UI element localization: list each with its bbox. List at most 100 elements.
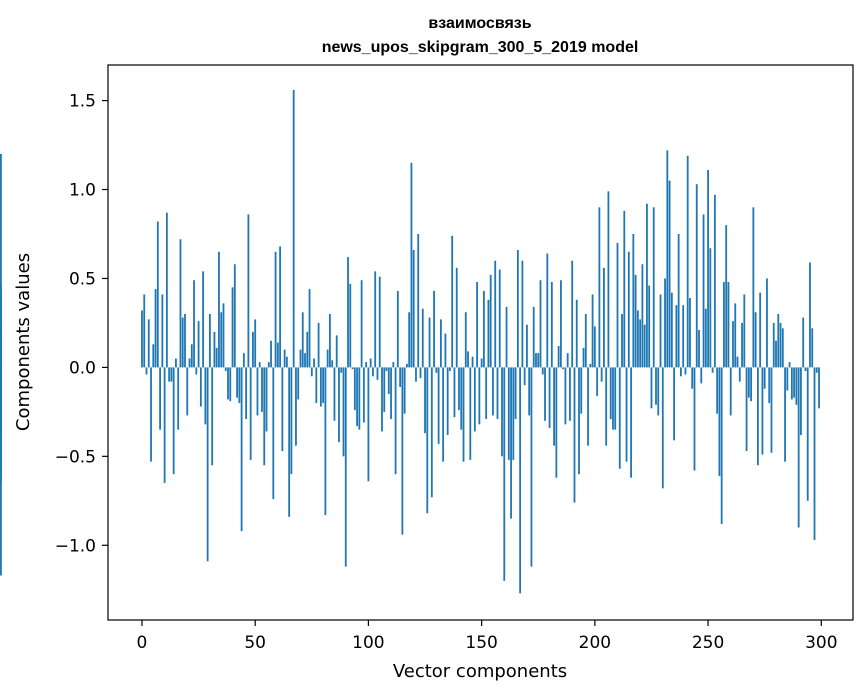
bar-14 [172, 367, 175, 475]
bar-58 [272, 367, 275, 500]
bar-292 [802, 317, 805, 368]
bar-227 [655, 367, 657, 405]
bar-258 [725, 225, 728, 368]
bar-291 [800, 367, 802, 435]
bar-267 [745, 367, 748, 452]
bar-164 [512, 367, 515, 460]
bar-225 [650, 367, 653, 409]
x-tick-label: 250 [692, 633, 724, 653]
bar-95 [356, 367, 358, 427]
bar-259 [727, 282, 730, 368]
bar-156 [494, 260, 497, 368]
bar-236 [675, 305, 678, 368]
bar-84 [331, 360, 334, 368]
bar-232 [666, 150, 669, 368]
bar-290 [797, 367, 800, 528]
bar-89 [342, 367, 345, 457]
bar-53 [261, 367, 263, 412]
bar-286 [788, 362, 791, 368]
bar-83 [329, 314, 331, 368]
bar-70 [299, 349, 302, 368]
bar-297 [813, 367, 816, 540]
bar-231 [664, 278, 666, 368]
bar-146 [471, 356, 474, 368]
bar-66 [290, 367, 293, 475]
bar-92 [349, 283, 352, 368]
bar-268 [747, 367, 750, 398]
y-tick-label: 0.0 [69, 358, 96, 378]
bar-278 [770, 367, 773, 453]
bar-38 [227, 367, 229, 400]
bar-190 [571, 260, 574, 368]
bar-36 [222, 303, 225, 368]
bar-111 [392, 362, 395, 368]
bar-47 [247, 214, 250, 368]
bar-11 [165, 212, 168, 368]
bar-90 [344, 367, 347, 567]
chart-subtitle: news_upos_skipgram_300_5_2019 model [322, 39, 639, 56]
bar-108 [385, 367, 388, 371]
bar-226 [652, 207, 655, 368]
bar-130 [435, 367, 438, 373]
bar-undefined [0, 367, 2, 576]
bar-18 [181, 317, 184, 368]
bar-181 [550, 282, 553, 368]
bar-49 [252, 331, 254, 368]
bar-105 [378, 276, 381, 368]
bar-120 [412, 250, 415, 368]
bar-79 [319, 367, 322, 407]
bar-287 [790, 367, 793, 400]
bar-59 [274, 251, 277, 368]
bar-172 [530, 367, 533, 567]
bar-48 [249, 367, 252, 460]
bar-112 [394, 367, 397, 475]
bar-189 [569, 367, 571, 421]
bar-22 [190, 344, 193, 368]
bar-215 [627, 251, 630, 368]
bar-40 [231, 287, 234, 368]
bar-undefined [0, 153, 2, 368]
bar-63 [283, 349, 286, 368]
bar-115 [401, 367, 404, 535]
bar-169 [523, 367, 526, 386]
bar-114 [399, 367, 402, 387]
bar-117 [406, 363, 408, 368]
bar-187 [564, 367, 567, 425]
bar-241 [686, 155, 689, 368]
bar-118 [408, 312, 411, 368]
bar-184 [557, 346, 560, 368]
bar-186 [562, 367, 565, 370]
bar-173 [532, 306, 535, 368]
bar-0 [141, 310, 143, 368]
bar-82 [326, 349, 329, 368]
bar-159 [501, 367, 503, 457]
bar-57 [270, 340, 272, 368]
y-tick-label: −0.5 [55, 447, 96, 467]
bar-100 [367, 367, 370, 482]
bar-56 [267, 362, 270, 368]
bar-251 [709, 248, 712, 368]
bar-166 [516, 250, 519, 368]
bar-228 [657, 367, 660, 416]
bar-97 [360, 280, 363, 368]
bar-80 [322, 367, 325, 403]
bar-2 [145, 367, 148, 375]
bar-200 [593, 326, 596, 368]
bar-94 [353, 367, 356, 411]
bar-135 [446, 367, 449, 435]
bar-41 [233, 264, 236, 368]
bar-141 [460, 367, 463, 430]
bar-96 [358, 367, 361, 430]
bar-211 [618, 367, 621, 469]
bar-195 [582, 347, 585, 368]
bar-25 [197, 321, 200, 368]
bar-249 [704, 308, 707, 368]
bar-107 [383, 367, 386, 412]
bar-247 [700, 367, 703, 384]
bar-67 [292, 89, 295, 368]
bar-201 [596, 367, 599, 396]
bar-192 [575, 299, 578, 368]
bar-221 [641, 264, 644, 368]
bar-234 [670, 292, 673, 368]
